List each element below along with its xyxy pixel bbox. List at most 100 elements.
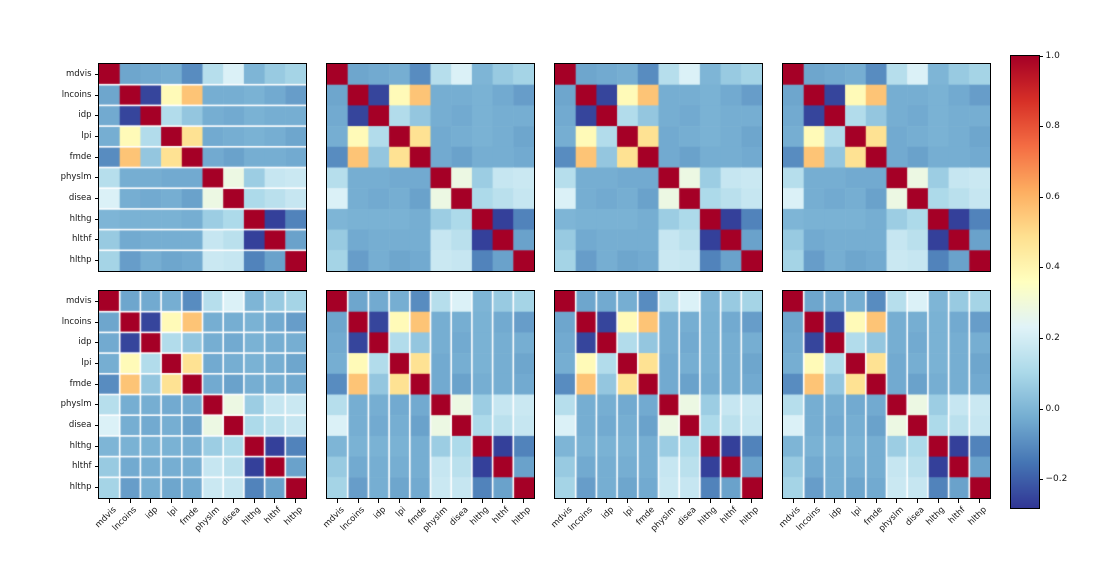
- y-axis-tick: [94, 94, 98, 96]
- x-tick-label-disea: disea: [219, 505, 243, 529]
- x-axis-tick: [357, 499, 359, 503]
- colorbar-tick-label-0.6: 0.6: [1045, 191, 1060, 202]
- x-axis-tick: [689, 499, 691, 503]
- x-tick-label-idp: idp: [371, 505, 388, 522]
- y-tick-label-idp: idp: [78, 337, 92, 348]
- x-axis-tick: [336, 499, 338, 503]
- heatmap-panel-r0c3: [782, 63, 991, 272]
- colorbar-tick: [1039, 55, 1043, 57]
- y-axis-tick: [94, 445, 98, 447]
- y-tick-label-idp: idp: [78, 110, 92, 121]
- y-tick-label-hlthg: hlthg: [69, 440, 92, 451]
- x-axis-tick: [606, 499, 608, 503]
- x-tick-label-hlthg: hlthg: [468, 505, 492, 528]
- y-tick-label-mdvis: mdvis: [66, 295, 92, 306]
- colorbar-tick-label-0.8: 0.8: [1045, 121, 1060, 132]
- x-axis-tick: [834, 499, 836, 503]
- x-axis-tick: [958, 499, 960, 503]
- x-axis-tick: [668, 499, 670, 503]
- y-tick-label-physlm: physlm: [60, 172, 92, 183]
- y-axis-tick: [94, 156, 98, 158]
- x-axis-tick: [150, 499, 152, 503]
- y-tick-label-mdvis: mdvis: [66, 68, 92, 79]
- x-tick-label-lpi: lpi: [394, 505, 409, 520]
- y-axis-tick: [94, 260, 98, 262]
- y-axis-tick: [94, 425, 98, 427]
- y-axis-tick: [94, 300, 98, 302]
- y-tick-label-hlthf: hlthf: [72, 234, 92, 245]
- y-tick-label-hlthg: hlthg: [69, 213, 92, 224]
- colorbar-tick-label-1.0: 1.0: [1045, 50, 1060, 61]
- x-tick-label-hlthf: hlthf: [947, 505, 969, 526]
- x-axis-tick: [502, 499, 504, 503]
- heatmap-canvas-panel-r0c3: [783, 64, 990, 271]
- x-axis-tick: [751, 499, 753, 503]
- heatmap-panel-r0c1: [326, 63, 535, 272]
- x-axis-tick: [523, 499, 525, 503]
- x-axis-tick: [813, 499, 815, 503]
- heatmap-canvas-panel-r1c1: [327, 291, 534, 498]
- colorbar-tick-label-0.4: 0.4: [1045, 262, 1060, 273]
- x-tick-label-hlthp: hlthp: [738, 505, 761, 528]
- y-axis-tick: [94, 362, 98, 364]
- x-axis-tick: [108, 499, 110, 503]
- heatmap-panel-r1c3: [782, 290, 991, 499]
- x-axis-tick: [295, 499, 297, 503]
- heatmap-panel-r0c0: [98, 63, 307, 272]
- y-tick-label-lncoins: lncoins: [61, 89, 92, 100]
- x-axis-tick: [419, 499, 421, 503]
- y-axis-tick: [94, 239, 98, 241]
- colorbar-tick: [1039, 479, 1043, 481]
- x-axis-tick: [917, 499, 919, 503]
- x-axis-tick: [792, 499, 794, 503]
- y-axis-tick: [94, 383, 98, 385]
- x-axis-tick: [709, 499, 711, 503]
- y-tick-label-fmde: fmde: [69, 151, 92, 162]
- y-tick-label-disea: disea: [68, 420, 92, 431]
- x-tick-label-disea: disea: [903, 505, 927, 529]
- x-axis-tick: [585, 499, 587, 503]
- x-axis-tick: [212, 499, 214, 503]
- heatmap-panel-r1c1: [326, 290, 535, 499]
- x-axis-tick: [854, 499, 856, 503]
- y-tick-label-lncoins: lncoins: [61, 316, 92, 327]
- colorbar-gradient: [1010, 55, 1040, 509]
- x-tick-label-idp: idp: [143, 505, 160, 522]
- heatmap-canvas-panel-r0c0: [99, 64, 306, 271]
- colorbar-tick-label-0.0: 0.0: [1045, 403, 1060, 414]
- colorbar-tick-label-−0.2: −0.2: [1045, 474, 1068, 485]
- y-axis-tick: [94, 135, 98, 137]
- x-axis-tick: [481, 499, 483, 503]
- x-tick-label-disea: disea: [675, 505, 699, 529]
- y-tick-label-fmde: fmde: [69, 378, 92, 389]
- y-axis-tick: [94, 342, 98, 344]
- x-axis-tick: [937, 499, 939, 503]
- x-axis-tick: [253, 499, 255, 503]
- x-tick-label-hlthg: hlthg: [696, 505, 720, 528]
- y-axis-tick: [94, 177, 98, 179]
- x-axis-tick: [875, 499, 877, 503]
- heatmap-canvas-panel-r0c1: [327, 64, 534, 271]
- heatmap-panel-r1c0: [98, 290, 307, 499]
- x-tick-label-hlthp: hlthp: [510, 505, 533, 528]
- x-axis-tick: [398, 499, 400, 503]
- y-axis-tick: [94, 321, 98, 323]
- x-axis-tick: [233, 499, 235, 503]
- x-tick-label-disea: disea: [447, 505, 471, 529]
- x-tick-label-lpi: lpi: [166, 505, 181, 520]
- x-tick-label-hlthf: hlthf: [491, 505, 513, 526]
- x-tick-label-hlthg: hlthg: [924, 505, 948, 528]
- x-tick-label-hlthp: hlthp: [282, 505, 305, 528]
- x-tick-label-hlthg: hlthg: [240, 505, 264, 528]
- x-axis-tick: [896, 499, 898, 503]
- x-tick-label-lpi: lpi: [622, 505, 637, 520]
- y-tick-label-lpi: lpi: [81, 130, 92, 141]
- colorbar-tick: [1039, 267, 1043, 269]
- x-axis-tick: [626, 499, 628, 503]
- y-tick-label-physlm: physlm: [60, 399, 92, 410]
- x-tick-label-lpi: lpi: [850, 505, 865, 520]
- y-tick-label-hlthf: hlthf: [72, 461, 92, 472]
- colorbar-tick: [1039, 338, 1043, 339]
- y-axis-tick: [94, 198, 98, 200]
- x-axis-tick: [564, 499, 566, 503]
